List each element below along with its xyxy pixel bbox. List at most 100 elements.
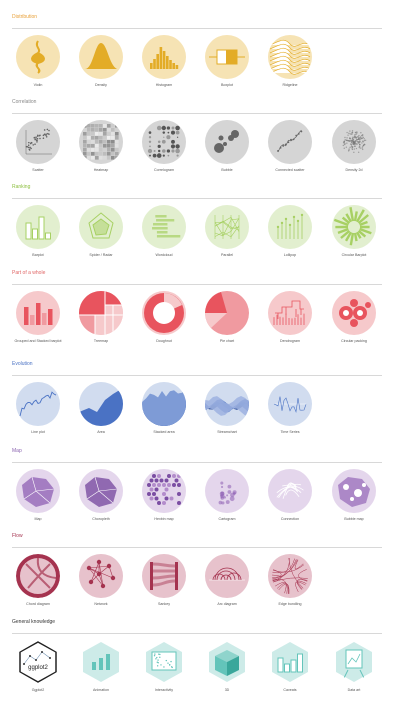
chart-tile-dendrogram[interactable]: Dendrogram bbox=[265, 291, 315, 344]
chart-tile-connection[interactable]: Connection bbox=[265, 469, 315, 522]
chart-tile-histogram[interactable]: Histogram bbox=[139, 35, 189, 88]
caveats-icon bbox=[272, 642, 308, 682]
chart-tile-animation[interactable]: Animation bbox=[76, 640, 126, 693]
circular-barplot-icon bbox=[332, 205, 376, 249]
chart-tile-time-series[interactable]: Time Series bbox=[265, 382, 315, 435]
chart-tile-label: Arc diagram bbox=[217, 602, 237, 606]
chart-tile-heatmap[interactable]: Heatmap bbox=[76, 120, 126, 173]
grouped-and-stacked-barplot-icon bbox=[16, 291, 60, 335]
chord-diagram-icon bbox=[16, 554, 60, 598]
chart-tile-label: Lollipop bbox=[283, 253, 297, 257]
chart-tile-label: Choropleth bbox=[92, 517, 110, 521]
chart-tile-label: Circular packing bbox=[341, 339, 367, 343]
correlogram-icon bbox=[142, 120, 186, 164]
chart-tile-lollipop[interactable]: Lollipop bbox=[265, 205, 315, 258]
circular-packing-icon bbox=[332, 291, 376, 335]
chart-tile-pie-chart[interactable]: Pie chart bbox=[202, 291, 252, 344]
chart-tile-circular-barplot[interactable]: Circular Barplot bbox=[329, 205, 379, 258]
chart-tile-bubble-map[interactable]: Bubble map bbox=[329, 469, 379, 522]
chart-tile-wordcloud[interactable]: Wordcloud bbox=[139, 205, 189, 258]
area-icon bbox=[79, 382, 123, 426]
line-plot-icon bbox=[16, 382, 60, 426]
chart-tile-cartogram[interactable]: Cartogram bbox=[202, 469, 252, 522]
chart-tile-label: Bubble map bbox=[344, 517, 364, 521]
section-title: Ranking bbox=[12, 184, 31, 190]
chart-tile-chord-diagram[interactable]: Chord diagram bbox=[13, 554, 63, 607]
chart-tile-label: Boxplot bbox=[221, 83, 233, 87]
section-divider bbox=[12, 28, 382, 29]
violin-icon bbox=[16, 35, 60, 79]
barplot-icon bbox=[16, 205, 60, 249]
chart-tile-label: Density 2d bbox=[345, 168, 363, 172]
chart-tile-arc-diagram[interactable]: Arc diagram bbox=[202, 554, 252, 607]
connection-icon bbox=[268, 469, 312, 513]
chart-tile-label: Density bbox=[95, 83, 107, 87]
chart-tile-label: 3D bbox=[224, 688, 230, 692]
chart-tile-label: Animation bbox=[93, 688, 109, 692]
section-title: Correlation bbox=[12, 99, 37, 105]
hexbin-map-icon bbox=[142, 469, 186, 513]
chart-tile-label: Connected scatter bbox=[275, 168, 305, 172]
chart-tile-3d[interactable]: 3D bbox=[202, 640, 252, 693]
chart-tile-label: Data art bbox=[347, 688, 361, 692]
chart-tile-violin[interactable]: Violin bbox=[13, 35, 63, 88]
choropleth-icon bbox=[79, 469, 123, 513]
chart-tile-grouped-and-stacked-barplot[interactable]: Grouped and Stacked barplot bbox=[13, 291, 63, 344]
chart-tile-label: Interactivity bbox=[154, 688, 174, 692]
chart-tile-edge-bundling[interactable]: Edge bundling bbox=[265, 554, 315, 607]
chart-tile-density[interactable]: Density bbox=[76, 35, 126, 88]
chart-tile-label: Pie chart bbox=[219, 339, 235, 343]
bubble-icon bbox=[205, 120, 249, 164]
stacked-area-icon bbox=[142, 382, 186, 426]
chart-tile-label: Circular Barplot bbox=[341, 253, 367, 257]
interactivity-icon bbox=[146, 642, 182, 682]
chart-tile-boxplot[interactable]: Boxplot bbox=[202, 35, 252, 88]
chart-tile-correlogram[interactable]: Correlogram bbox=[139, 120, 189, 173]
chart-tile-stacked-area[interactable]: Stacked area bbox=[139, 382, 189, 435]
chart-tile-streamchart[interactable]: Streamchart bbox=[202, 382, 252, 435]
chart-tile-interactivity[interactable]: Interactivity bbox=[139, 640, 189, 693]
section-divider bbox=[12, 113, 382, 114]
map-icon bbox=[16, 469, 60, 513]
cartogram-icon bbox=[205, 469, 249, 513]
chart-tile-label: Time Series bbox=[280, 430, 300, 434]
chart-tile-label: Sankey bbox=[158, 602, 170, 606]
chart-tile-doughnut[interactable]: Doughnut bbox=[139, 291, 189, 344]
bubble-map-icon bbox=[332, 469, 376, 513]
arc-diagram-icon bbox=[205, 554, 249, 598]
chart-tile-choropleth[interactable]: Choropleth bbox=[76, 469, 126, 522]
chart-tile-data-art[interactable]: Data art bbox=[329, 640, 379, 693]
scatter-icon bbox=[16, 120, 60, 164]
chart-tile-circular-packing[interactable]: Circular packing bbox=[329, 291, 379, 344]
chart-tile-scatter[interactable]: Scatter bbox=[13, 120, 63, 173]
time-series-icon bbox=[268, 382, 312, 426]
section-title: Flow bbox=[12, 533, 23, 539]
chart-tile-density-2d[interactable]: Density 2d bbox=[329, 120, 379, 173]
chart-tile-parallel[interactable]: Parallel bbox=[202, 205, 252, 258]
chart-tile-line-plot[interactable]: Line plot bbox=[13, 382, 63, 435]
section-divider bbox=[12, 198, 382, 199]
dendrogram-icon bbox=[268, 291, 312, 335]
chart-tile-spider-radar[interactable]: Spider / Radar bbox=[76, 205, 126, 258]
chart-tile-sankey[interactable]: Sankey bbox=[139, 554, 189, 607]
section-divider bbox=[12, 547, 382, 548]
chart-tile-caveats[interactable]: Caveats bbox=[265, 640, 315, 693]
spider-radar-icon bbox=[79, 205, 123, 249]
chart-tile-ridgeline[interactable]: Ridgeline bbox=[265, 35, 315, 88]
chart-tile-hexbin-map[interactable]: Hexbin map bbox=[139, 469, 189, 522]
section-divider bbox=[12, 462, 382, 463]
chart-tile-ggplot2[interactable]: ggplot2 Ggplot2 bbox=[13, 640, 63, 693]
section-title: General knowledge bbox=[12, 619, 56, 625]
chart-tile-treemap[interactable]: Treemap bbox=[76, 291, 126, 344]
chart-tile-area[interactable]: Area bbox=[76, 382, 126, 435]
chart-tile-bubble[interactable]: Bubble bbox=[202, 120, 252, 173]
chart-tile-label: Histogram bbox=[155, 83, 173, 87]
chart-tile-barplot[interactable]: Barplot bbox=[13, 205, 63, 258]
chart-tile-network[interactable]: Network bbox=[76, 554, 126, 607]
chart-tile-label: Hexbin map bbox=[154, 517, 174, 521]
chart-tile-connected-scatter[interactable]: Connected scatter bbox=[265, 120, 315, 173]
density-2d-icon bbox=[332, 120, 376, 164]
chart-tile-label: Chord diagram bbox=[26, 602, 50, 606]
chart-tile-map[interactable]: Map bbox=[13, 469, 63, 522]
animation-icon bbox=[83, 642, 119, 682]
